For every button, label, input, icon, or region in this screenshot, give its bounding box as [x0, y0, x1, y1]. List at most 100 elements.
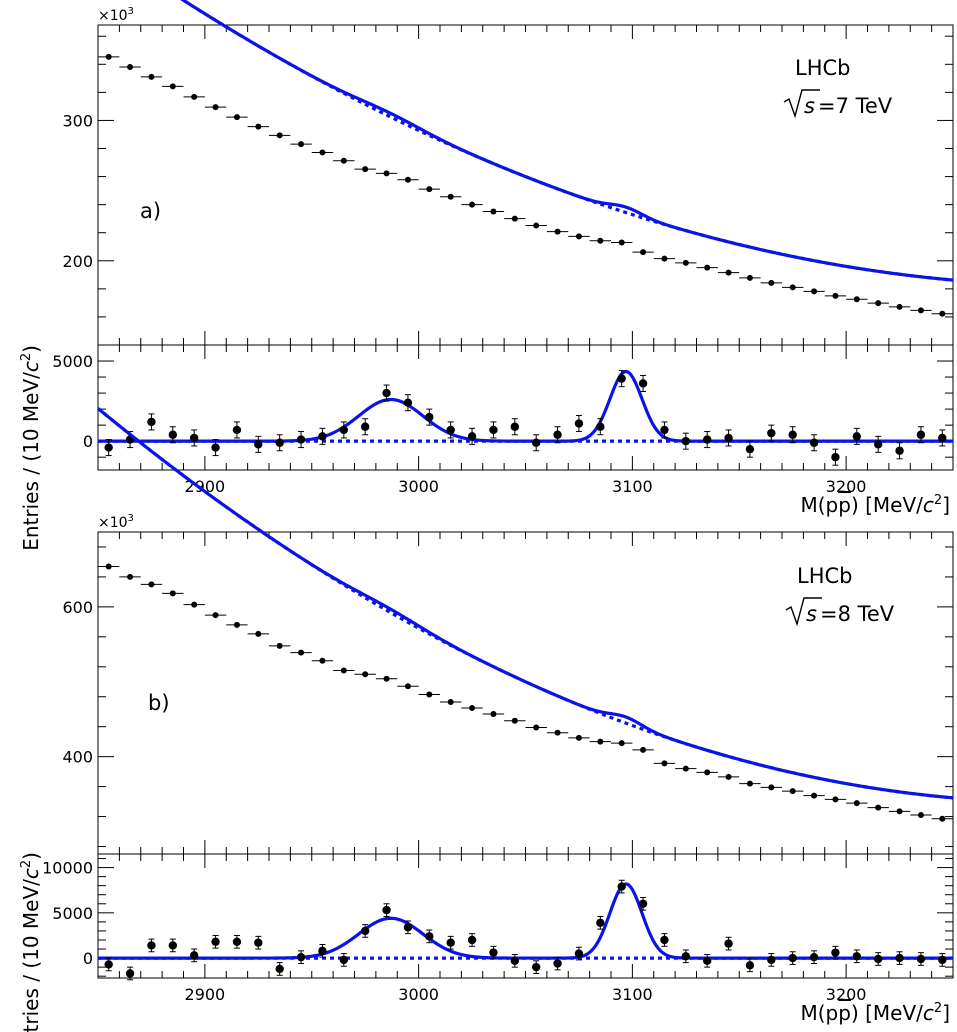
data-point — [489, 948, 498, 957]
panel-b-residual: M(pp) [MeV/c2] 2900 3000 3100 3200 0 5000 1000… — [42, 853, 954, 1025]
data-point — [553, 430, 562, 439]
data-point — [232, 937, 242, 946]
data-point — [725, 269, 732, 276]
data-point — [702, 956, 712, 966]
data-point — [638, 899, 648, 908]
data-point — [597, 237, 604, 244]
panel-b-main: ×103 Entries / (10 MeV/c2) b) LHCb s =8 … — [19, 407, 954, 1032]
data-point — [788, 953, 797, 963]
data-point — [511, 717, 518, 724]
panel-a-ylabel: Entries / (10 MeV/c2) — [19, 345, 43, 551]
panel-b-ylabel: Entries / (10 MeV/c2) — [19, 852, 43, 1032]
data-point — [875, 300, 882, 307]
data-point — [276, 132, 283, 139]
data-point — [575, 233, 582, 240]
data-point — [255, 630, 262, 637]
data-point — [510, 956, 520, 966]
data-point — [148, 581, 155, 588]
data-point — [768, 279, 775, 286]
data-point — [298, 649, 305, 656]
data-point — [147, 417, 156, 427]
data-point — [638, 379, 648, 388]
data-point — [531, 962, 541, 972]
data-point — [618, 239, 625, 246]
data-point — [233, 621, 240, 628]
data-point — [596, 918, 605, 927]
data-point — [681, 436, 691, 446]
y-tick-label: 5000 — [52, 352, 93, 371]
y-tick-label: 200 — [62, 252, 93, 271]
data-point — [618, 740, 625, 747]
data-point — [127, 63, 134, 70]
data-point — [490, 710, 497, 717]
panel-b-xlabel: M(pp) [MeV/c2] — [800, 1001, 950, 1025]
data-point — [640, 249, 647, 256]
data-point — [275, 438, 284, 447]
data-point — [360, 422, 370, 431]
y-tick-label: 5000 — [52, 904, 93, 923]
data-point — [467, 935, 477, 945]
x-tick-label: 2900 — [185, 477, 226, 496]
data-point — [809, 952, 819, 962]
data-point — [105, 563, 112, 570]
data-point — [510, 422, 520, 431]
data-point — [938, 433, 947, 443]
data-point — [702, 435, 712, 444]
data-point — [661, 255, 668, 262]
data-point — [788, 430, 797, 439]
data-point — [574, 419, 584, 428]
data-point — [831, 948, 840, 957]
x-tick-label: 3000 — [398, 477, 439, 496]
data-point — [809, 438, 819, 447]
x-tick-label: 3000 — [398, 985, 439, 1004]
data-point — [682, 765, 689, 772]
data-point — [574, 949, 584, 958]
data-point — [531, 438, 541, 447]
data-point — [447, 193, 454, 200]
sqrt-sign-icon — [783, 89, 820, 119]
data-point — [852, 432, 862, 441]
data-point — [852, 952, 862, 961]
data-point — [298, 141, 305, 148]
panel-a-tag: a) — [140, 199, 161, 223]
data-point — [681, 952, 691, 961]
fit-curve — [180, 0, 954, 282]
x-tick-label: 3100 — [612, 985, 653, 1004]
data-point — [832, 796, 839, 803]
data-point — [362, 671, 369, 678]
data-point — [383, 675, 390, 682]
signal-fit-curve — [98, 369, 953, 443]
panel-a-residual-frame — [97, 344, 954, 471]
data-point — [254, 938, 263, 947]
x-tick-label: 3100 — [612, 477, 653, 496]
data-point — [917, 307, 924, 314]
x-tick-label: 3200 — [826, 477, 867, 496]
data-point — [189, 951, 199, 960]
data-point — [724, 433, 733, 443]
panel-a-energy-label: =7 TeV — [818, 94, 893, 118]
panel-a-xlabel: M(pp) [MeV/c2] — [800, 493, 950, 517]
data-point — [318, 946, 327, 956]
data-point — [189, 433, 199, 443]
data-point — [426, 186, 433, 193]
data-point — [233, 114, 240, 121]
y-tick-label: 10000 — [42, 859, 93, 878]
data-point — [939, 815, 946, 822]
sqrt-sign-icon — [785, 597, 822, 627]
data-point — [168, 430, 178, 439]
data-point — [554, 729, 561, 736]
y-tick-label: 400 — [62, 748, 93, 767]
data-point — [661, 760, 668, 767]
data-point — [746, 780, 753, 787]
data-point — [789, 788, 796, 795]
data-point — [704, 264, 711, 271]
data-point — [404, 683, 411, 690]
data-point — [168, 941, 178, 950]
panel-a-experiment: LHCb — [795, 56, 850, 80]
data-point — [446, 938, 455, 947]
data-point — [853, 296, 860, 303]
data-point — [383, 170, 390, 177]
data-point — [212, 612, 219, 619]
data-point — [597, 738, 604, 745]
